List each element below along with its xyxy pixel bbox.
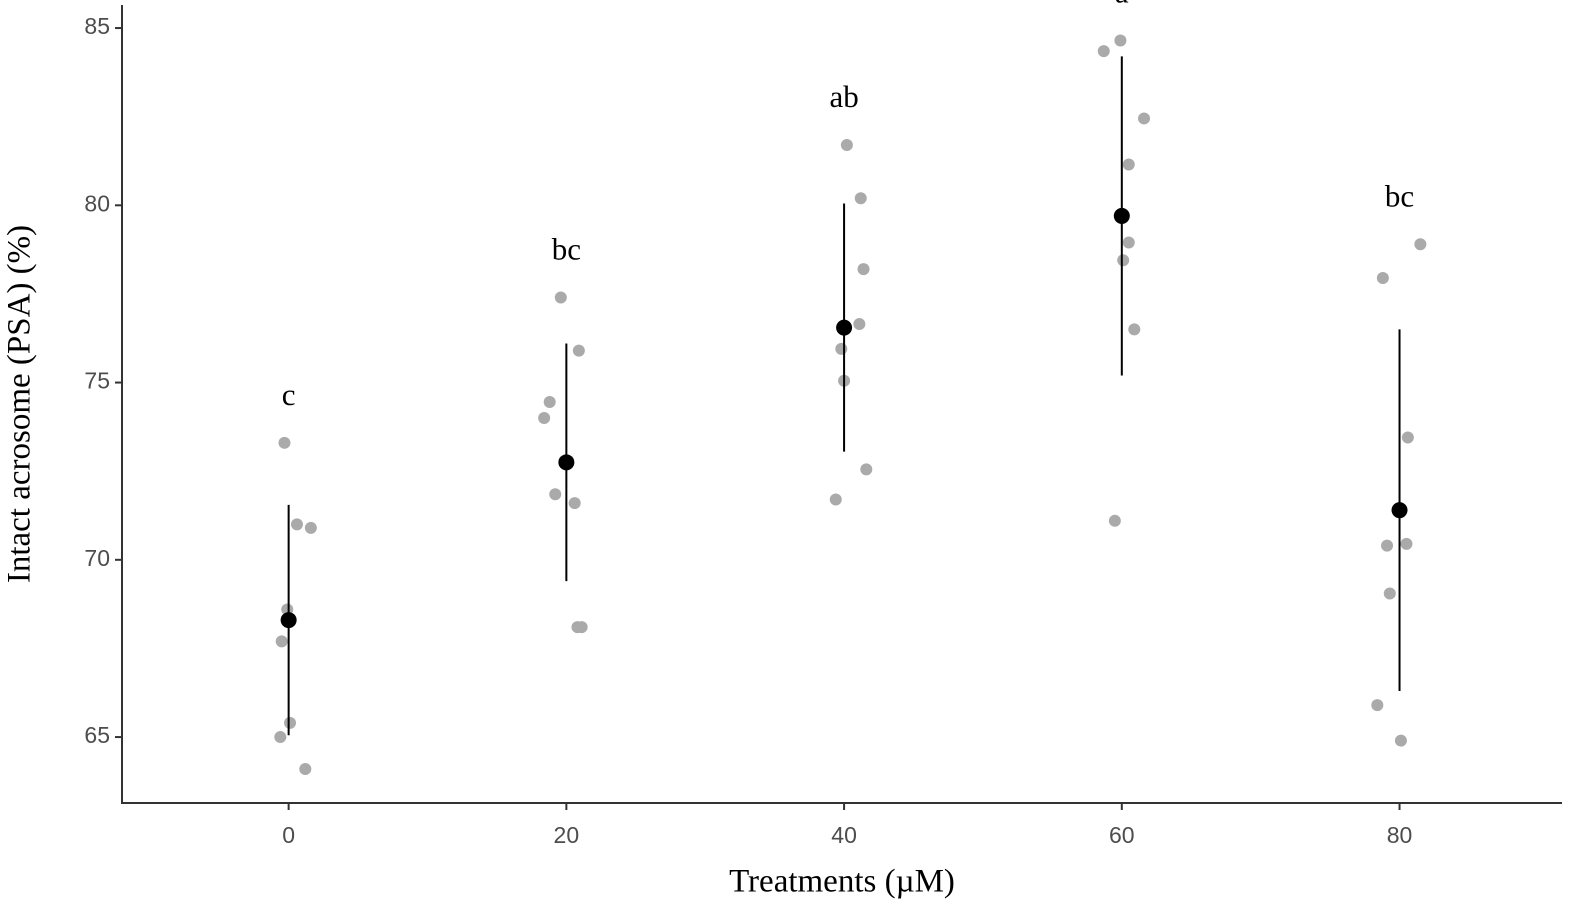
group-letter: a	[1115, 0, 1129, 10]
mean-point	[1113, 207, 1130, 224]
data-point	[543, 396, 556, 409]
data-point	[568, 497, 581, 510]
data-point	[284, 716, 297, 729]
data-point	[1371, 699, 1384, 712]
data-point	[1097, 45, 1110, 58]
mean-point	[280, 612, 297, 629]
y-tick-label: 75	[84, 368, 110, 394]
data-point	[857, 263, 870, 276]
data-point	[853, 318, 866, 331]
data-point	[572, 344, 585, 357]
data-point	[840, 139, 853, 152]
x-tick-label: 40	[831, 822, 857, 848]
x-axis-title: Treatments (µM)	[729, 864, 955, 900]
data-point	[1381, 539, 1394, 552]
data-point	[278, 436, 291, 449]
data-point	[829, 493, 842, 506]
data-point	[1414, 238, 1427, 251]
x-tick-label: 20	[554, 822, 580, 848]
data-point	[860, 463, 873, 476]
y-axis-title: Intact acrosome (PSA) (%)	[2, 225, 38, 583]
data-point	[290, 518, 303, 531]
mean-point	[558, 454, 575, 471]
data-point	[554, 291, 567, 304]
data-point	[1400, 537, 1413, 550]
data-point	[274, 731, 287, 744]
y-tick-label: 65	[84, 722, 110, 748]
data-point	[1128, 323, 1141, 336]
data-point	[1114, 34, 1127, 47]
x-tick-label: 80	[1387, 822, 1413, 848]
data-point	[854, 192, 867, 205]
data-point	[1376, 271, 1389, 284]
data-point	[1122, 158, 1135, 171]
data-point	[1117, 254, 1130, 267]
data-point	[549, 488, 562, 501]
x-tick-label: 60	[1109, 822, 1135, 848]
data-point	[1138, 112, 1151, 125]
data-point	[538, 412, 551, 425]
y-tick-label: 85	[84, 13, 110, 39]
data-point	[1122, 236, 1135, 249]
mean-point	[1391, 502, 1408, 519]
data-point	[1401, 431, 1414, 444]
data-point	[1108, 514, 1121, 527]
group-letter: bc	[1385, 178, 1414, 213]
group-letter: ab	[829, 79, 858, 114]
data-point	[575, 621, 588, 634]
group-letter: bc	[552, 232, 581, 267]
y-tick-label: 80	[84, 190, 110, 216]
data-point	[299, 762, 312, 775]
data-point	[1383, 587, 1396, 600]
x-tick-label: 0	[282, 822, 295, 848]
mean-point	[836, 319, 853, 336]
group-letter: c	[282, 377, 296, 412]
data-point	[275, 635, 288, 648]
data-point	[835, 342, 848, 355]
data-point	[304, 521, 317, 534]
y-tick-label: 70	[84, 545, 110, 571]
data-point	[1394, 734, 1407, 747]
